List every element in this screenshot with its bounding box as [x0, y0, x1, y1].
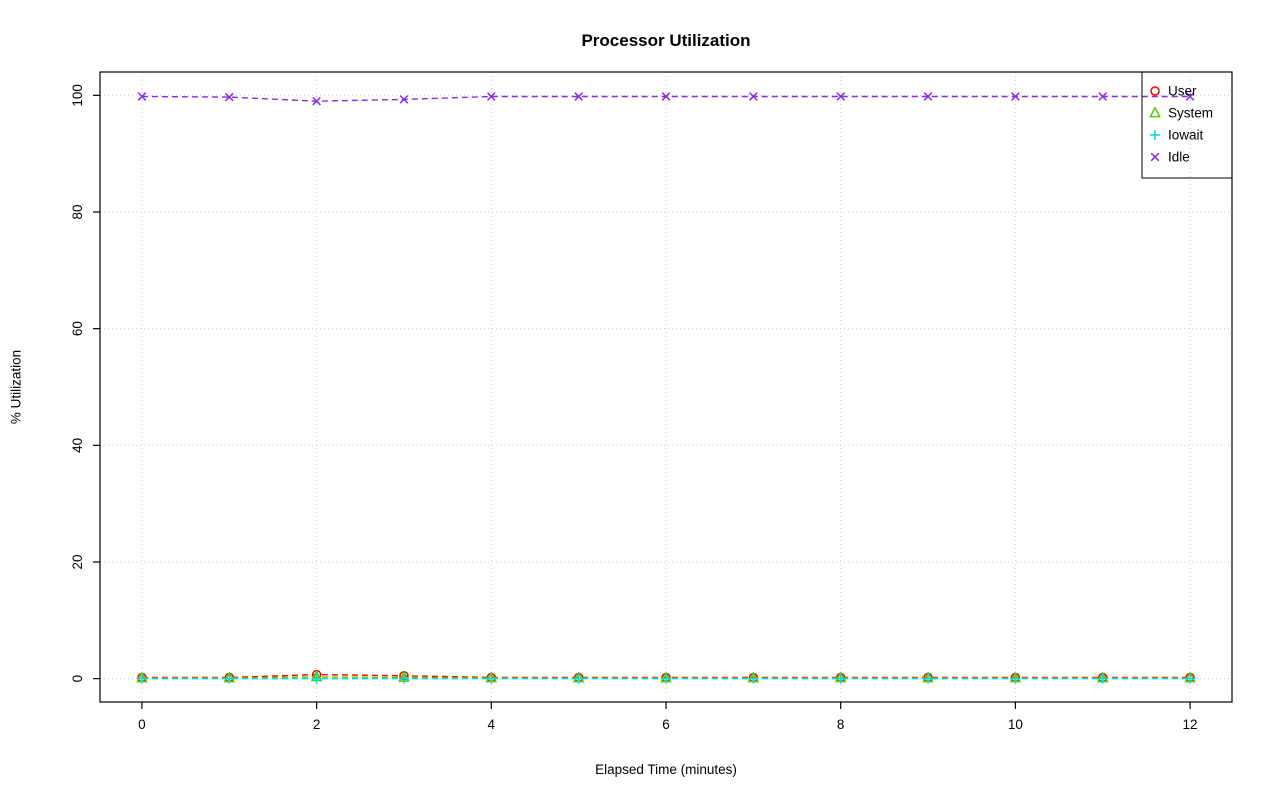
y-tick-label: 100: [70, 84, 85, 107]
x-tick-label: 10: [1008, 717, 1023, 732]
plot-border: [99, 71, 1233, 703]
chart-title: Processor Utilization: [581, 31, 751, 50]
x-tick-label: 12: [1183, 717, 1198, 732]
x-tick-label: 8: [837, 717, 845, 732]
x-tick-label: 6: [662, 717, 670, 732]
y-axis-label: % Utilization: [8, 349, 24, 425]
legend-label-iowait: Iowait: [1168, 128, 1204, 143]
legend-label-system: System: [1168, 106, 1213, 121]
x-axis-label: Elapsed Time (minutes): [595, 762, 737, 777]
series-iowait: [136, 673, 1196, 684]
x-tick-label: 0: [138, 717, 146, 732]
legend: User System Iowait Idle: [1141, 71, 1233, 179]
legend-box: [1141, 71, 1233, 179]
legend-label-idle: Idle: [1168, 150, 1190, 165]
y-tick-label: 80: [70, 204, 85, 219]
series-idle: [137, 92, 1195, 106]
y-tick-label: 60: [70, 321, 85, 336]
x-tick-label: 4: [488, 717, 496, 732]
legend-label-user: User: [1168, 84, 1197, 99]
axes: 0 2 4 6 8 10 12 0 20 40 60 80 100: [70, 84, 1198, 732]
gridlines: [100, 72, 1232, 702]
y-tick-label: 20: [70, 554, 85, 569]
x-tick-label: 2: [313, 717, 321, 732]
y-tick-label: 0: [70, 675, 85, 683]
y-tick-label: 40: [70, 438, 85, 453]
